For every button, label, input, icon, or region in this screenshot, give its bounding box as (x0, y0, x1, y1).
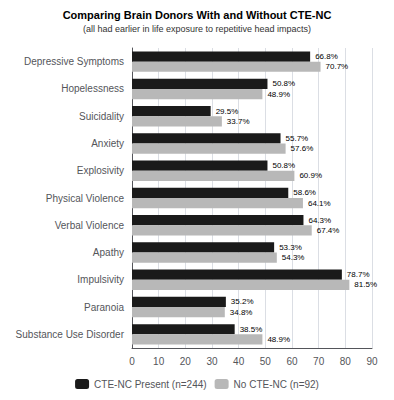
svg-text:34.8%: 34.8% (230, 308, 253, 317)
svg-text:66.8%: 66.8% (315, 52, 338, 61)
svg-text:0: 0 (129, 356, 135, 367)
svg-text:57.6%: 57.6% (291, 144, 314, 153)
svg-text:Impulsivity: Impulsivity (77, 274, 124, 285)
svg-text:38.5%: 38.5% (240, 325, 263, 334)
svg-text:Hopelessness: Hopelessness (61, 83, 124, 94)
svg-text:Depressive Symptoms: Depressive Symptoms (24, 56, 124, 67)
svg-text:CTE-NC Present (n=244): CTE-NC Present (n=244) (94, 379, 207, 390)
svg-text:Substance Use Disorder: Substance Use Disorder (16, 329, 125, 340)
svg-text:33.7%: 33.7% (227, 117, 250, 126)
svg-text:Verbal Violence: Verbal Violence (55, 220, 125, 231)
svg-text:78.7%: 78.7% (347, 270, 370, 279)
svg-text:Physical Violence: Physical Violence (46, 193, 125, 204)
svg-text:70: 70 (313, 356, 325, 367)
svg-text:60: 60 (286, 356, 298, 367)
svg-text:67.4%: 67.4% (317, 226, 340, 235)
svg-text:48.9%: 48.9% (267, 335, 290, 344)
svg-text:70.7%: 70.7% (326, 62, 349, 71)
svg-text:29.5%: 29.5% (216, 107, 239, 116)
svg-text:58.6%: 58.6% (293, 188, 316, 197)
svg-text:80: 80 (340, 356, 352, 367)
svg-text:40: 40 (233, 356, 245, 367)
svg-text:81.5%: 81.5% (354, 280, 377, 289)
svg-text:60.9%: 60.9% (299, 171, 322, 180)
svg-text:10: 10 (153, 356, 165, 367)
svg-text:No CTE-NC (n=92): No CTE-NC (n=92) (234, 379, 319, 390)
svg-text:Anxiety: Anxiety (91, 138, 124, 149)
svg-text:55.7%: 55.7% (286, 134, 309, 143)
svg-text:48.9%: 48.9% (267, 90, 290, 99)
svg-text:Apathy: Apathy (93, 247, 124, 258)
svg-text:50: 50 (260, 356, 272, 367)
svg-text:54.3%: 54.3% (282, 253, 305, 262)
svg-text:Paranoia: Paranoia (84, 302, 124, 313)
svg-text:Suicidality: Suicidality (79, 111, 124, 122)
svg-text:50.8%: 50.8% (272, 161, 295, 170)
svg-text:20: 20 (180, 356, 192, 367)
svg-text:64.1%: 64.1% (308, 199, 331, 208)
svg-text:50.8%: 50.8% (272, 79, 295, 88)
svg-text:30: 30 (206, 356, 218, 367)
svg-text:Comparing Brain Donors With an: Comparing Brain Donors With and Without … (63, 9, 332, 21)
svg-text:90: 90 (366, 356, 378, 367)
svg-text:64.3%: 64.3% (308, 216, 331, 225)
svg-text:(all had earlier in life expos: (all had earlier in life exposure to rep… (83, 24, 311, 34)
svg-text:Explosivity: Explosivity (77, 165, 124, 176)
svg-text:35.2%: 35.2% (231, 297, 254, 306)
svg-text:53.3%: 53.3% (279, 243, 302, 252)
